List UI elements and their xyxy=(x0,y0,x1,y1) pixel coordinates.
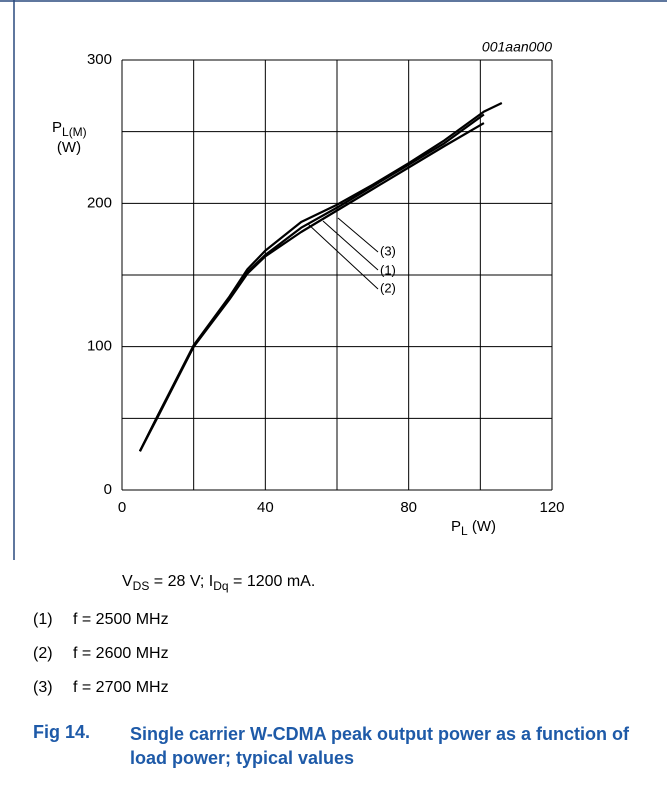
x-tick-label: 120 xyxy=(539,499,564,516)
series-line xyxy=(138,113,485,452)
x-axis-label: PL (W) xyxy=(451,518,496,538)
figure-code: 001aan000 xyxy=(482,39,552,55)
y-axis-label: PL(M) xyxy=(52,119,87,139)
series-annotation: (3) xyxy=(380,243,396,258)
figure-number: Fig 14. xyxy=(33,722,91,742)
cond-text: = 28 V; I xyxy=(149,573,214,590)
y-label-main: P xyxy=(52,119,62,136)
series-annotation: (1) xyxy=(380,262,396,277)
series-line xyxy=(138,122,485,452)
y-tick-label: 0 xyxy=(104,481,112,498)
note-number: (3) xyxy=(33,679,53,696)
note-text: f = 2500 MHz xyxy=(73,611,169,628)
x-tick-label: 80 xyxy=(400,499,417,516)
y-tick-label: 100 xyxy=(87,338,112,355)
figure-caption: Single carrier W-CDMA peak output power … xyxy=(130,724,630,768)
note-text: f = 2700 MHz xyxy=(73,679,169,696)
x-tick-label: 0 xyxy=(118,499,126,516)
y-tick-label: 200 xyxy=(87,194,112,211)
cond-sub: Dq xyxy=(213,579,229,594)
chart: 001aan000 PL(M) (W) PL (W) (3) (1) (2) 0… xyxy=(0,0,667,560)
x-label-main: P xyxy=(451,518,461,535)
note-text: f = 2600 MHz xyxy=(73,645,169,662)
y-label-sub: L(M) xyxy=(62,125,87,139)
conditions: VDS = 28 V; IDq = 1200 mA. xyxy=(122,573,315,593)
cond-text: = 1200 mA. xyxy=(228,573,316,590)
series-annotation: (2) xyxy=(380,280,396,295)
x-label-sub: L xyxy=(461,524,468,538)
series-line xyxy=(138,102,503,452)
leader-line xyxy=(307,223,379,290)
cond-text: V xyxy=(122,573,133,590)
note-number: (2) xyxy=(33,645,53,662)
x-label-unit: (W) xyxy=(468,518,496,535)
y-axis-unit: (W) xyxy=(57,139,81,156)
y-tick-label: 300 xyxy=(87,51,112,68)
leader-line xyxy=(322,220,379,271)
x-tick-label: 40 xyxy=(257,499,274,516)
leader-line xyxy=(337,217,379,253)
note-number: (1) xyxy=(33,611,53,628)
cond-sub: DS xyxy=(132,579,150,594)
